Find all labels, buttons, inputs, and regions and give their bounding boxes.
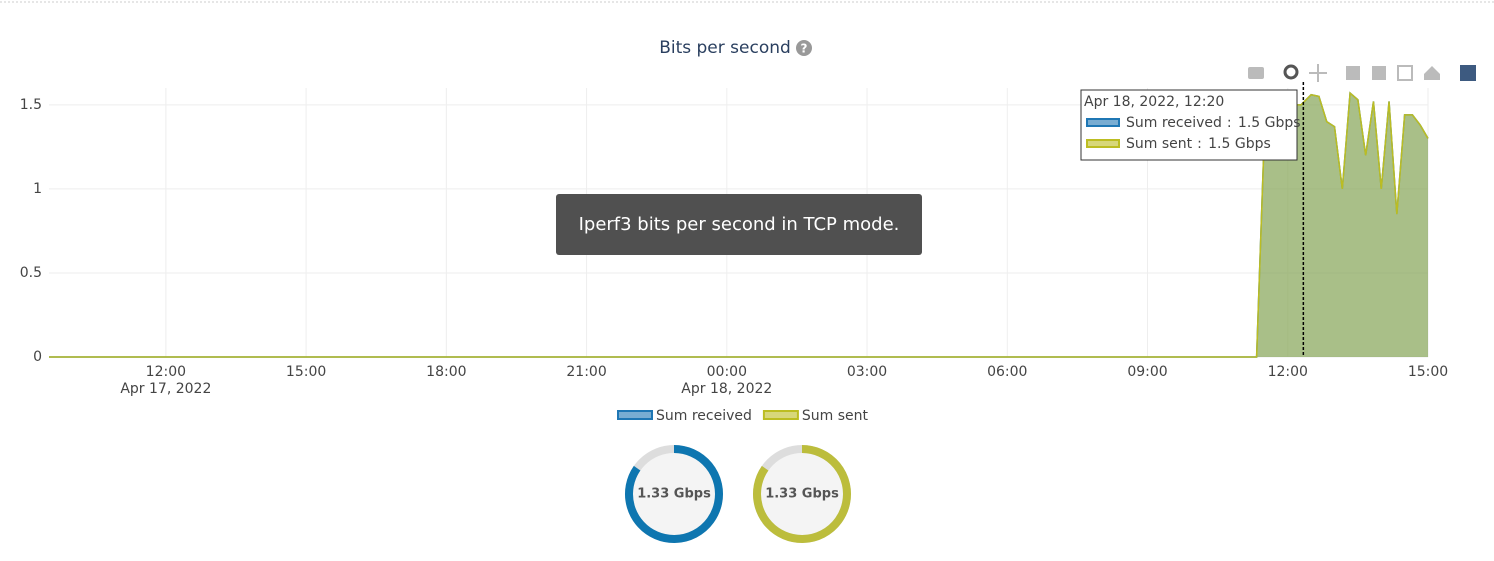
y-tick-label: 1.5 — [20, 97, 42, 113]
help-icon[interactable]: ? — [796, 40, 812, 56]
x-tick-label: 03:00 — [847, 364, 887, 380]
x-tick-label: 15:00 — [1408, 364, 1448, 380]
hover-value: 1.5 Gbps — [1208, 136, 1271, 152]
zoom-in-icon[interactable] — [1346, 66, 1360, 80]
x-tick-label: 21:00 — [566, 364, 606, 380]
description-text: Iperf3 bits per second in TCP mode. — [579, 214, 900, 235]
gauge-arc — [753, 445, 851, 543]
x-tick-label: 00:00 Apr 18, 2022 — [681, 364, 772, 397]
autoscale-icon[interactable] — [1397, 65, 1413, 81]
hover-name: Sum sent — [1126, 136, 1193, 152]
x-tick-label: 12:00 Apr 17, 2022 — [120, 364, 211, 397]
pan-icon[interactable] — [1309, 64, 1327, 82]
legend-swatch — [617, 410, 653, 420]
camera-icon[interactable] — [1248, 67, 1264, 79]
hover-sep: : — [1227, 115, 1232, 131]
legend-swatch — [762, 410, 799, 420]
hover-swatch — [1086, 139, 1120, 148]
chart-title: Bits per second — [659, 38, 791, 58]
x-tick-label: 09:00 — [1127, 364, 1167, 380]
hover-swatch — [1086, 118, 1120, 127]
plotly-logo[interactable] — [1460, 65, 1476, 81]
legend-label: Sum received — [656, 408, 752, 424]
toolbar — [1248, 64, 1476, 82]
gauge-label: 1.33 Gbps — [637, 487, 711, 502]
y-tick-label: 1 — [33, 181, 42, 197]
reset-icon[interactable] — [1424, 66, 1440, 80]
x-tick-label: 15:00 — [286, 364, 326, 380]
x-tick-label: 18:00 — [426, 364, 466, 380]
hover-name: Sum received — [1126, 115, 1222, 131]
hover-date: Apr 18, 2022, 12:20 — [1084, 94, 1224, 110]
hover-value: 1.5 Gbps — [1238, 115, 1301, 131]
zoom-out-icon[interactable] — [1372, 66, 1386, 80]
legend-label: Sum sent — [802, 408, 869, 424]
y-tick-label: 0 — [33, 349, 42, 365]
y-tick-label: 0.5 — [20, 265, 42, 281]
zoom-icon[interactable] — [1283, 64, 1299, 80]
svg-text:?: ? — [801, 42, 808, 56]
gauge-arc — [625, 445, 723, 543]
hover-sep: : — [1197, 136, 1202, 152]
x-tick-label: 12:00 — [1268, 364, 1308, 380]
description-box — [556, 194, 922, 255]
x-tick-label: 06:00 — [987, 364, 1027, 380]
gauge-label: 1.33 Gbps — [765, 487, 839, 502]
